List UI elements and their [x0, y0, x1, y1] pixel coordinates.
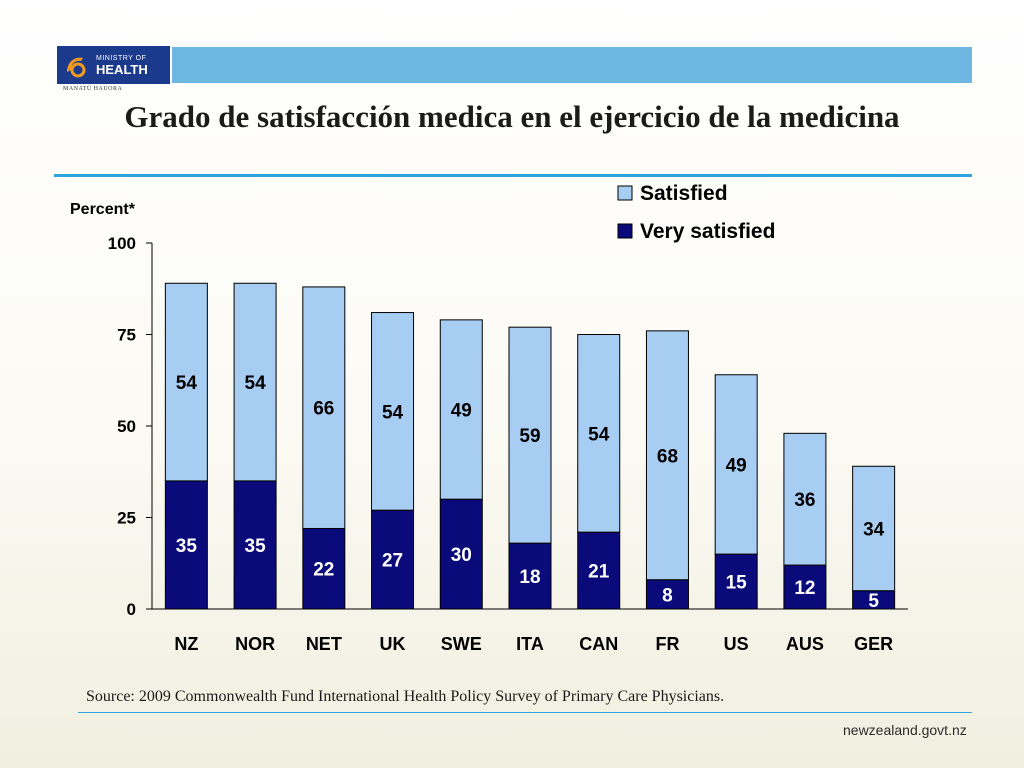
- bar-satisfied: [783, 432, 827, 566]
- logo-subtitle: MANATŪ HAUORA: [63, 86, 123, 92]
- logo-mark-icon: [67, 57, 86, 78]
- bar-satisfied: [645, 330, 689, 581]
- x-tick-label: FR: [655, 634, 679, 654]
- logo-line1: MINISTRY OF: [96, 54, 147, 62]
- y-tick-label: 100: [108, 234, 136, 253]
- x-tick-label: GER: [854, 634, 893, 654]
- x-tick-label: AUS: [786, 634, 824, 654]
- data-label: 68: [657, 446, 678, 467]
- bar-very-satisfied: [577, 531, 621, 610]
- bar-very-satisfied: [233, 480, 277, 610]
- source-rule: [78, 712, 972, 713]
- data-label: 18: [519, 567, 540, 588]
- bar-satisfied: [233, 282, 277, 482]
- bar-satisfied: [302, 286, 346, 529]
- y-tick-label: 25: [117, 509, 136, 528]
- data-label: 54: [588, 424, 610, 445]
- bar-very-satisfied: [645, 579, 689, 610]
- bar-satisfied: [371, 312, 415, 511]
- x-tick-label: CAN: [579, 634, 618, 654]
- data-label: 30: [451, 545, 472, 566]
- data-label: 49: [726, 455, 747, 476]
- x-tick-label: UK: [380, 634, 406, 654]
- x-tick-label: SWE: [441, 634, 482, 654]
- bar-satisfied: [439, 319, 483, 500]
- bar-very-satisfied: [164, 480, 208, 610]
- logo-line2: HEALTH: [96, 61, 148, 77]
- bar-satisfied: [577, 334, 621, 533]
- y-axis-label: Percent*: [70, 201, 136, 218]
- website-label: newzealand.govt.nz: [843, 722, 967, 738]
- data-label: 35: [245, 536, 267, 557]
- data-label: 54: [382, 402, 404, 423]
- data-label: 49: [451, 401, 472, 422]
- data-label: 21: [588, 562, 610, 583]
- data-label: 35: [176, 536, 198, 557]
- x-tick-label: NET: [306, 634, 342, 654]
- legend-label: Very satisfied: [640, 220, 775, 243]
- x-tick-label: NZ: [174, 634, 198, 654]
- data-label: 22: [313, 560, 334, 581]
- legend-swatch-very-satisfied: [617, 223, 633, 239]
- y-tick-label: 75: [117, 326, 136, 345]
- data-label: 5: [868, 591, 879, 612]
- y-tick-label: 50: [117, 417, 136, 436]
- x-tick-label: US: [724, 634, 749, 654]
- legend-swatch-satisfied: [617, 185, 633, 201]
- data-label: 59: [519, 426, 540, 447]
- source-note: Source: 2009 Commonwealth Fund Internati…: [86, 688, 725, 705]
- bar-satisfied: [164, 282, 208, 482]
- bar-very-satisfied: [508, 542, 552, 610]
- data-label: 54: [176, 373, 198, 394]
- data-label: 8: [662, 585, 673, 606]
- bar-very-satisfied: [371, 509, 415, 610]
- bar-satisfied: [852, 465, 896, 592]
- y-tick-label: 0: [127, 600, 136, 619]
- ministry-logo: MINISTRY OF HEALTH: [57, 46, 170, 84]
- x-tick-label: NOR: [235, 634, 275, 654]
- title-rule: [54, 174, 972, 177]
- bar-very-satisfied: [439, 498, 483, 610]
- stacked-bar-chart: 0 25 50 75 100 Percent* NZ NOR NET UK SWE ITA CAN FR U…: [70, 182, 908, 654]
- data-label: 36: [794, 490, 815, 511]
- data-label: 54: [245, 373, 267, 394]
- bar-satisfied: [508, 326, 552, 544]
- header-band: [172, 47, 972, 83]
- x-tick-label: ITA: [516, 634, 544, 654]
- bar-satisfied: [714, 374, 758, 555]
- legend-label: Satisfied: [640, 182, 728, 205]
- data-label: 15: [726, 573, 748, 594]
- data-label: 27: [382, 551, 403, 572]
- data-label: 66: [313, 399, 334, 420]
- data-label: 34: [863, 519, 885, 540]
- bar-very-satisfied: [302, 527, 346, 610]
- slide-title: Grado de satisfacción medica en el ejerc…: [124, 99, 900, 134]
- data-label: 12: [794, 578, 815, 599]
